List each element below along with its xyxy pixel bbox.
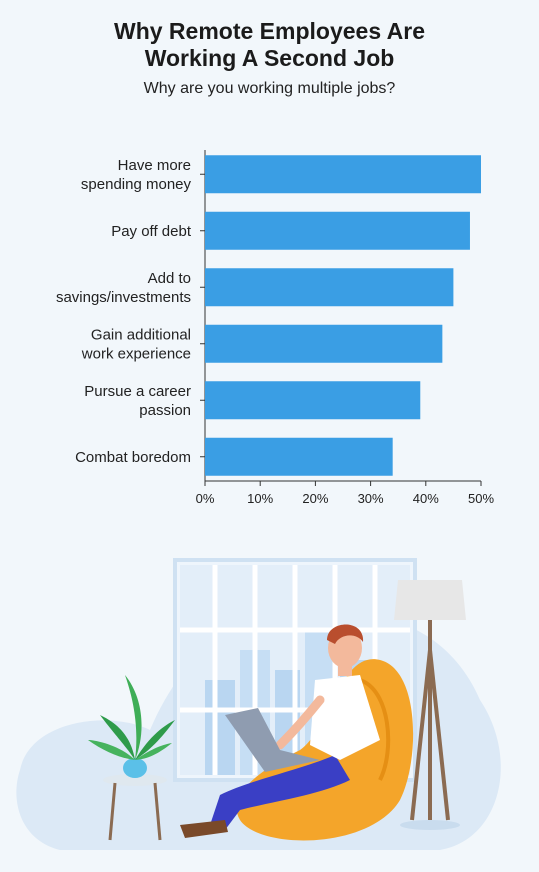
plant-icon — [88, 675, 175, 841]
title-line-1: Why Remote Employees Are — [113, 18, 426, 44]
title-line-2: Working A Second Job — [144, 45, 395, 71]
x-tick-label: 40% — [413, 491, 439, 506]
person-icon — [180, 624, 380, 838]
category-label: passion — [139, 402, 191, 419]
bar — [205, 155, 481, 194]
x-tick-label: 50% — [468, 491, 494, 506]
bar-chart: Have more spending money Pay off debt Add t… — [56, 150, 494, 506]
remote-worker-illustration — [16, 558, 501, 850]
x-tick-label: 30% — [358, 491, 384, 506]
category-label: Have more — [118, 157, 191, 174]
bar — [205, 268, 454, 307]
bar — [205, 211, 470, 250]
category-label: Add to — [148, 270, 191, 287]
category-label: Gain additional — [91, 326, 191, 343]
floor-lamp-icon — [394, 580, 466, 830]
x-tick-label: 10% — [247, 491, 273, 506]
bar — [205, 437, 393, 476]
x-tick-label: 20% — [302, 491, 328, 506]
category-label: Pay off debt — [111, 223, 192, 240]
chart-subtitle: Why are you working multiple jobs? — [143, 80, 396, 97]
category-label: Pursue a career — [84, 383, 191, 400]
category-label: spending money — [81, 176, 192, 193]
chart-title: Why Remote Employees Are Working A Secon… — [0, 18, 539, 72]
bar — [205, 324, 443, 363]
bar — [205, 381, 421, 420]
category-label: savings/investments — [56, 289, 191, 306]
x-tick-label: 0% — [196, 491, 215, 506]
category-label: Combat boredom — [75, 449, 191, 466]
category-label: work experience — [81, 345, 191, 362]
